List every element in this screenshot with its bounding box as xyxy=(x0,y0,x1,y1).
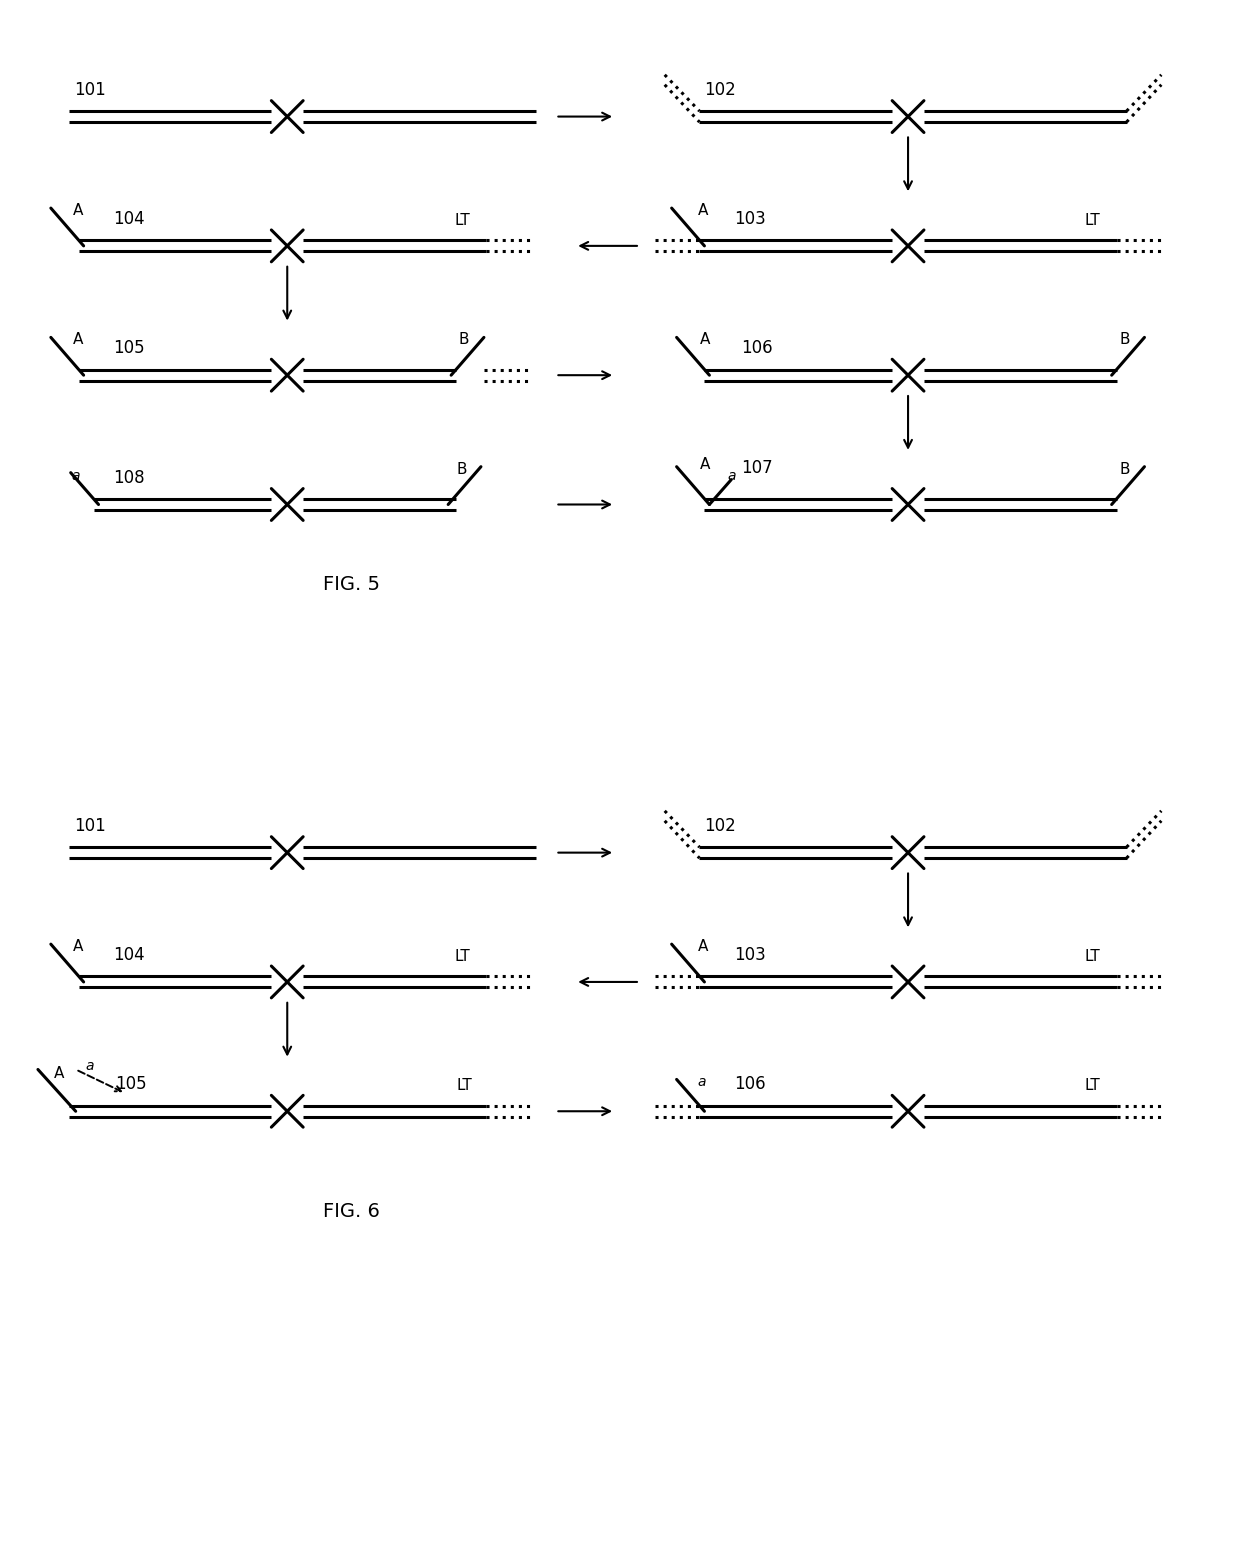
Text: A: A xyxy=(697,202,708,218)
Text: 102: 102 xyxy=(704,80,737,99)
Text: 101: 101 xyxy=(73,80,105,99)
Text: B: B xyxy=(456,461,466,477)
Text: 106: 106 xyxy=(734,1076,766,1093)
Text: a: a xyxy=(728,469,735,483)
Text: A: A xyxy=(697,939,708,953)
Text: B: B xyxy=(1120,332,1130,348)
Text: 105: 105 xyxy=(113,339,145,358)
Text: a: a xyxy=(86,1060,94,1074)
Text: a: a xyxy=(697,1076,706,1090)
Text: 106: 106 xyxy=(742,339,773,358)
Text: A: A xyxy=(53,1066,64,1082)
Text: 101: 101 xyxy=(73,817,105,834)
Text: 103: 103 xyxy=(734,210,766,227)
Text: 102: 102 xyxy=(704,817,737,834)
Text: 107: 107 xyxy=(742,459,773,477)
Text: A: A xyxy=(699,332,709,348)
Text: B: B xyxy=(1120,461,1130,477)
Text: B: B xyxy=(458,332,469,348)
Text: 104: 104 xyxy=(113,210,145,227)
Text: a: a xyxy=(72,469,81,483)
Text: A: A xyxy=(699,456,709,472)
Text: LT: LT xyxy=(454,949,470,964)
Text: LT: LT xyxy=(1085,1079,1101,1093)
Text: LT: LT xyxy=(1085,949,1101,964)
Text: LT: LT xyxy=(1085,213,1101,227)
Text: LT: LT xyxy=(456,1079,472,1093)
Text: FIG. 5: FIG. 5 xyxy=(324,575,381,594)
Text: A: A xyxy=(73,202,83,218)
Text: 104: 104 xyxy=(113,946,145,964)
Text: FIG. 6: FIG. 6 xyxy=(324,1201,381,1220)
Text: LT: LT xyxy=(454,213,470,227)
Text: 105: 105 xyxy=(115,1076,148,1093)
Text: 108: 108 xyxy=(113,469,145,486)
Text: 103: 103 xyxy=(734,946,766,964)
Text: A: A xyxy=(73,939,83,953)
Text: A: A xyxy=(73,332,83,348)
